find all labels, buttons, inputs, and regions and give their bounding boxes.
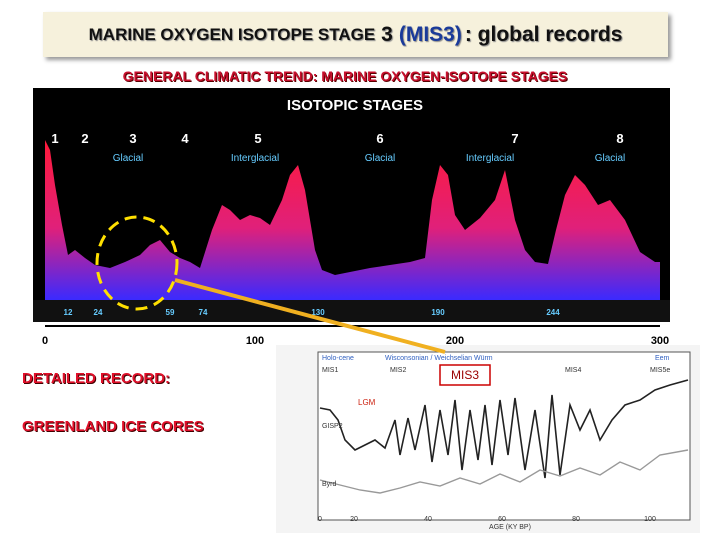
stage-type: Glacial bbox=[595, 153, 626, 164]
x-tick-label: 100 bbox=[644, 516, 656, 523]
callout-box bbox=[439, 364, 491, 386]
connector bbox=[174, 278, 446, 354]
stage-number: 7 bbox=[511, 131, 518, 146]
stage-type: Interglacial bbox=[466, 153, 514, 164]
callout: MIS3 bbox=[451, 368, 479, 382]
stage-number: 1 bbox=[51, 131, 58, 146]
boundary-label: 190 bbox=[431, 308, 445, 317]
detail-subheading: GREENLAND ICE CORES bbox=[22, 418, 204, 435]
highlight-circle bbox=[95, 215, 179, 311]
axis-label: 100 bbox=[246, 335, 264, 347]
title-part: (MIS3) bbox=[398, 22, 462, 46]
title-part: MARINE OXYGEN ISOTOPE STAGE bbox=[88, 24, 376, 44]
era-label: Eem bbox=[655, 355, 670, 362]
stage-type: Interglacial bbox=[231, 153, 279, 164]
stage-label: MIS4 bbox=[565, 367, 581, 374]
x-tick-label: 0 bbox=[318, 516, 322, 523]
era-label: Holo-cene bbox=[322, 355, 354, 362]
stage-number: 3 bbox=[129, 131, 136, 146]
boundary-label: 130 bbox=[311, 308, 325, 317]
byrd-curve bbox=[319, 449, 689, 494]
stage-number: 6 bbox=[376, 131, 383, 146]
stage-numbers: 1 2 3 4 5 6 7 8 bbox=[51, 131, 623, 146]
lgm-label: LGM bbox=[358, 398, 376, 407]
stage-number: 4 bbox=[181, 131, 189, 146]
x-tick-label: 80 bbox=[572, 516, 580, 523]
stage-types: Glacial Interglacial Glacial Interglacial Gl… bbox=[113, 153, 626, 164]
stage-type: Glacial bbox=[365, 153, 396, 164]
boundary-label: 12 bbox=[64, 308, 73, 317]
gisp2-curve bbox=[319, 379, 689, 479]
iso-base bbox=[33, 300, 670, 322]
iso-title: ISOTOPIC STAGES bbox=[287, 97, 423, 114]
x-tick-label: 60 bbox=[498, 516, 506, 523]
detail-heading: DETAILED RECORD: bbox=[22, 370, 171, 387]
title-box: MARINE OXYGEN ISOTOPE STAGE 3 (MIS3) : g… bbox=[43, 12, 668, 57]
era-label: Wisconsonian / Weichselian Würm bbox=[385, 355, 493, 362]
x-tick-label: 40 bbox=[424, 516, 432, 523]
boundary-label: 59 bbox=[166, 308, 175, 317]
stage-number: 5 bbox=[254, 131, 261, 146]
title-part: : global records bbox=[464, 22, 623, 46]
ice-x-label: AGE (KY BP) bbox=[489, 524, 531, 531]
title-part: 3 bbox=[381, 22, 393, 46]
stage-label: MIS5e bbox=[650, 367, 670, 374]
stage-label: MIS1 bbox=[322, 367, 338, 374]
stage-label: MIS2 bbox=[390, 367, 406, 374]
ice-frame bbox=[317, 351, 691, 521]
core-label: Byrd bbox=[322, 481, 337, 488]
boundaries: 12 24 59 74 130 190 244 bbox=[64, 308, 561, 317]
axis-label: 300 bbox=[651, 335, 669, 347]
core-label: GISP2 bbox=[322, 423, 343, 430]
subtitle: GENERAL CLIMATIC TREND: MARINE OXYGEN-IS… bbox=[122, 68, 568, 84]
stage-number: 2 bbox=[81, 131, 88, 146]
boundary-label: 24 bbox=[94, 308, 103, 317]
axis-label: 0 bbox=[42, 335, 48, 347]
boundary-label: 244 bbox=[546, 308, 560, 317]
ice-labels: Holo-cene Wisconsonian / Weichselian Würm… bbox=[318, 355, 670, 523]
axis-label: 200 bbox=[446, 335, 464, 347]
stage-number: 8 bbox=[616, 131, 623, 146]
stage-type: Glacial bbox=[113, 153, 144, 164]
axis: 0 100 200 300 bbox=[42, 335, 669, 347]
boundary-label: 74 bbox=[199, 308, 208, 317]
iso-curve bbox=[45, 140, 660, 300]
x-tick-label: 20 bbox=[350, 516, 358, 523]
